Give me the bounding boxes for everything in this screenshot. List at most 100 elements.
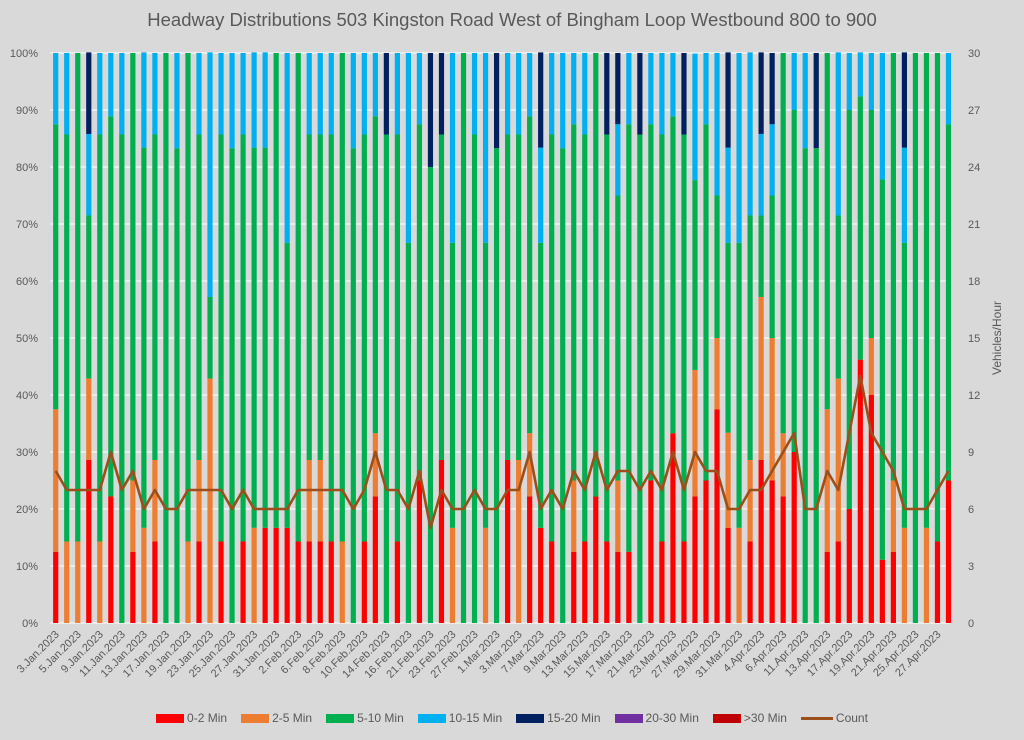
- bar-5-10-min: [196, 134, 202, 460]
- bar-2-5-min: [306, 459, 312, 542]
- bar-0-2-min: [681, 541, 687, 623]
- bar-10-15-min: [879, 53, 885, 180]
- bar-2-5-min: [890, 480, 896, 552]
- bar-5-10-min: [493, 148, 500, 623]
- bar-2-5-min: [86, 378, 92, 460]
- legend-swatch: [241, 713, 270, 723]
- bar-5-10-min: [405, 242, 412, 623]
- bar-0-2-min: [273, 527, 279, 623]
- bar-2-5-min: [75, 541, 81, 623]
- bar-5-10-min: [262, 147, 268, 528]
- bar-10-15-min: [284, 53, 290, 243]
- bar-5-10-min: [108, 116, 114, 497]
- bar-0-2-min: [604, 541, 610, 623]
- legend-label: 15-20 Min: [547, 711, 601, 725]
- bar-10-15-min: [527, 53, 533, 117]
- bar-10-15-min: [835, 52, 841, 216]
- bar-5-10-min: [295, 53, 301, 542]
- bar-5-10-min: [449, 242, 456, 528]
- y2-tick-label: 27: [968, 105, 980, 117]
- bar-2-5-min: [339, 541, 345, 623]
- bar-0-2-min: [835, 541, 841, 623]
- bar-5-10-min: [703, 124, 709, 481]
- bar-0-2-min: [879, 559, 885, 623]
- bar-10-15-min: [769, 124, 775, 196]
- bar-0-2-min: [824, 551, 830, 623]
- y-tick-label: 20%: [16, 504, 38, 516]
- bar-5-10-min: [582, 134, 588, 542]
- bar-0-2-min: [505, 459, 511, 623]
- bar-5-10-min: [835, 215, 841, 379]
- bar-10-15-min: [571, 53, 577, 125]
- bar-10-15-min: [736, 53, 742, 243]
- bar-5-10-min: [714, 195, 720, 338]
- bar-5-10-min: [64, 134, 70, 542]
- y-tick-label: 70%: [16, 219, 38, 231]
- bar-5-10-min: [868, 110, 874, 338]
- bar-5-10-min: [317, 134, 323, 460]
- bar-5-10-min: [339, 53, 345, 542]
- y2-axis-label: Vehicles/Hour: [990, 301, 1004, 375]
- bar-5-10-min: [681, 134, 687, 542]
- bar-10-15-min: [692, 53, 698, 181]
- bar-5-10-min: [527, 116, 533, 434]
- bar-2-5-min: [482, 527, 489, 623]
- bar-2-5-min: [196, 459, 202, 542]
- bar-2-5-min: [317, 459, 323, 542]
- bar-5-10-min: [427, 167, 434, 623]
- bar-5-10-min: [626, 124, 632, 552]
- bar-10-15-min: [670, 53, 676, 117]
- bar-5-10-min: [593, 53, 599, 497]
- bar-0-2-min: [317, 541, 323, 623]
- bar-5-10-min: [119, 134, 125, 623]
- bar-0-2-min: [615, 551, 621, 623]
- bar-10-15-min: [229, 53, 235, 149]
- bar-10-15-min: [416, 53, 423, 125]
- bar-2-5-min: [185, 541, 191, 623]
- bar-0-2-min: [571, 551, 577, 623]
- bar-5-10-min: [350, 148, 356, 623]
- bar-10-15-min: [218, 53, 224, 135]
- bar-10-15-min: [471, 53, 478, 135]
- bar-10-15-min: [108, 53, 114, 117]
- bar-5-10-min: [659, 134, 665, 542]
- bar-10-15-min: [714, 53, 720, 196]
- bar-5-10-min: [185, 53, 191, 542]
- bar-5-10-min: [615, 195, 621, 481]
- bar-0-2-min: [538, 527, 544, 623]
- bar-5-10-min: [912, 53, 919, 623]
- bar-5-10-min: [505, 134, 511, 460]
- legend-item: 10-15 Min: [417, 711, 502, 725]
- legend-label: 20-30 Min: [645, 711, 699, 725]
- bar-2-5-min: [692, 369, 698, 497]
- bar-15-20-min: [604, 53, 610, 135]
- y-tick-label: 10%: [16, 561, 38, 573]
- bar-0-2-min: [218, 541, 224, 623]
- bar-0-2-min: [196, 541, 202, 623]
- bar-5-10-min: [207, 296, 213, 379]
- y2-tick-label: 3: [968, 561, 974, 573]
- bar-15-20-min: [813, 53, 819, 149]
- bar-5-10-min: [284, 242, 290, 528]
- bar-0-2-min: [725, 527, 731, 623]
- bar-2-5-min: [251, 527, 257, 623]
- bar-5-10-min: [692, 180, 698, 370]
- bar-0-2-min: [328, 541, 334, 623]
- bar-2-5-min: [747, 459, 753, 542]
- bar-5-10-min: [130, 53, 136, 481]
- bar-5-10-min: [174, 148, 180, 623]
- bar-5-10-min: [890, 53, 896, 481]
- bar-10-15-min: [538, 147, 544, 243]
- bar-10-15-min: [350, 53, 356, 149]
- bar-5-10-min: [460, 53, 467, 623]
- bar-2-5-min: [53, 409, 59, 552]
- bar-5-10-min: [758, 215, 764, 297]
- bar-2-5-min: [97, 541, 103, 623]
- bar-0-2-min: [857, 359, 863, 623]
- y-tick-label: 60%: [16, 276, 38, 288]
- bar-5-10-min: [86, 215, 92, 379]
- bar-10-15-min: [482, 53, 489, 243]
- bar-2-5-min: [923, 527, 930, 623]
- bar-2-5-min: [571, 480, 577, 552]
- bar-10-15-min: [86, 133, 92, 216]
